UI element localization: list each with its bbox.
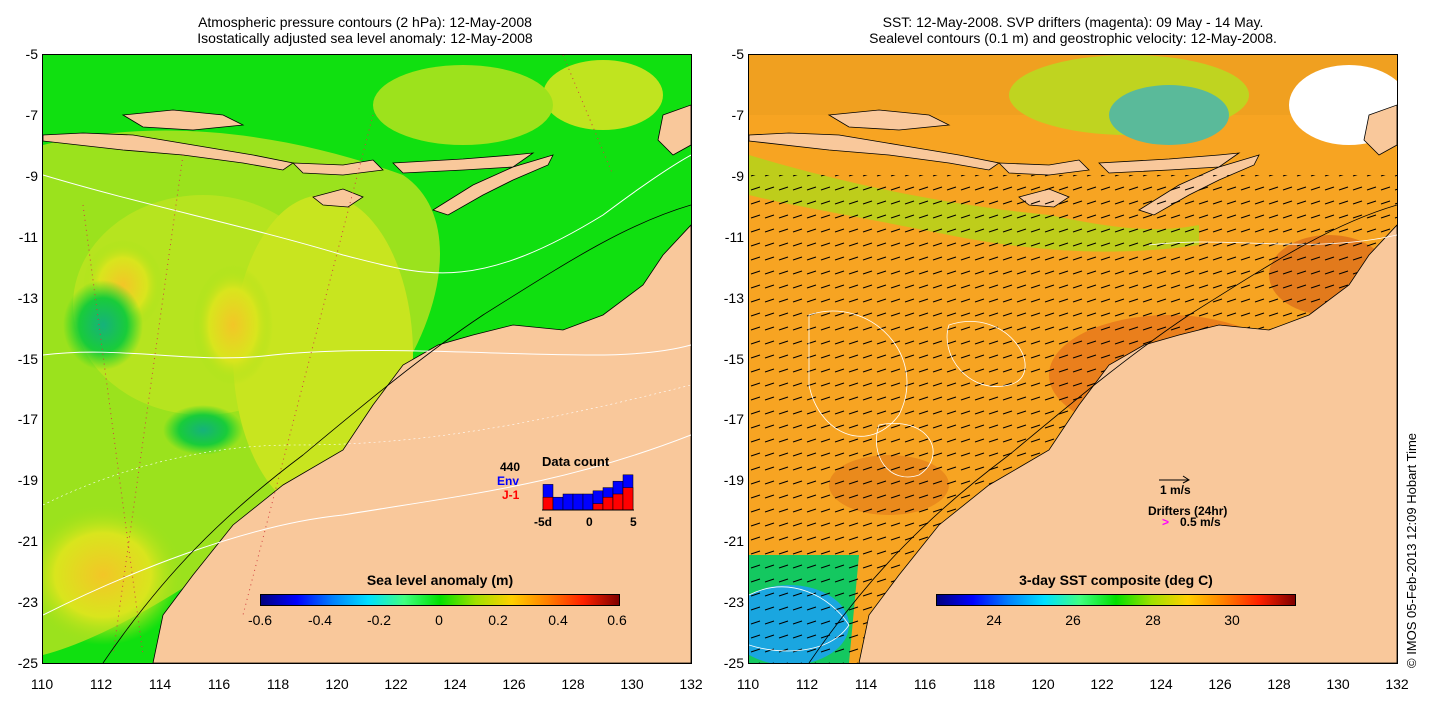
- sla-tick: 0.4: [548, 612, 568, 628]
- y-tick: -23: [723, 594, 744, 610]
- sst-tick: 26: [1065, 612, 1081, 628]
- right-title-line2: Sealevel contours (0.1 m) and geostrophi…: [869, 30, 1277, 46]
- y-tick: -5: [25, 46, 38, 62]
- x-tick: 114: [148, 676, 172, 692]
- data-count-x-mid: 0: [586, 515, 593, 529]
- env-bar: [572, 493, 584, 511]
- y-tick: -15: [17, 351, 38, 367]
- velocity-legend-label: 1 m/s: [1160, 483, 1191, 497]
- x-tick: 130: [620, 676, 644, 692]
- x-tick: 128: [561, 676, 585, 692]
- velocity-arrow-icon: [1159, 475, 1190, 484]
- sst-tick: 24: [986, 612, 1002, 628]
- drifter-arrow-icon: >: [1162, 515, 1170, 529]
- x-tick: 110: [30, 676, 54, 692]
- data-count-total: 440: [500, 460, 521, 474]
- j1-bar: [602, 496, 614, 511]
- y-tick: -25: [723, 655, 744, 671]
- sla-map-svg: [43, 55, 691, 663]
- data-count-x-left: -5d: [534, 515, 552, 529]
- sla-colorbar: [260, 594, 620, 606]
- x-tick: 130: [1326, 676, 1350, 692]
- x-tick: 118: [972, 676, 996, 692]
- y-tick: -13: [723, 290, 744, 306]
- j1-bar: [542, 496, 554, 511]
- y-tick: -17: [17, 411, 38, 427]
- sla-tick: 0.6: [607, 612, 627, 628]
- data-count-x-right: 5: [630, 515, 637, 529]
- x-tick: 128: [1267, 676, 1291, 692]
- x-tick: 114: [854, 676, 878, 692]
- x-tick: 116: [207, 676, 231, 692]
- y-tick: -23: [17, 594, 38, 610]
- right-title-line1: SST: 12-May-2008. SVP drifters (magenta)…: [882, 14, 1264, 30]
- data-count-env-label: Env: [497, 474, 520, 488]
- x-tick: 116: [913, 676, 937, 692]
- y-tick: -15: [723, 351, 744, 367]
- x-tick: 110: [736, 676, 760, 692]
- x-tick: 122: [384, 676, 408, 692]
- x-tick: 122: [1090, 676, 1114, 692]
- y-tick: -11: [724, 229, 744, 245]
- sla-tick: 0: [435, 612, 443, 628]
- x-tick: 112: [89, 676, 113, 692]
- sla-colorbar-title: Sea level anomaly (m): [366, 572, 514, 588]
- data-count-j1-label: J-1: [502, 488, 520, 502]
- y-tick: -19: [17, 472, 38, 488]
- y-tick: -9: [25, 168, 38, 184]
- data-count-title: Data count: [542, 454, 610, 469]
- x-tick: 118: [266, 676, 290, 692]
- data-count-histogram: [542, 474, 634, 511]
- left-map-sla: [42, 54, 692, 664]
- x-tick: 124: [1149, 676, 1173, 692]
- drifter-legend-value: 0.5 m/s: [1180, 515, 1221, 529]
- y-tick: -11: [18, 229, 38, 245]
- env-bar: [582, 493, 594, 511]
- y-tick: -9: [731, 168, 744, 184]
- sst-colorbar-title: 3-day SST composite (deg C): [1019, 572, 1213, 588]
- x-tick: 132: [679, 676, 703, 692]
- right-map-sst: [748, 54, 1398, 664]
- sla-tick: -0.4: [307, 612, 333, 628]
- sst-tick: 28: [1145, 612, 1161, 628]
- y-tick: -21: [723, 533, 744, 549]
- j1-bar: [592, 503, 604, 511]
- x-tick: 120: [325, 676, 349, 692]
- sst-tick: 30: [1224, 612, 1240, 628]
- x-tick: 124: [443, 676, 467, 692]
- x-tick: 126: [1208, 676, 1232, 692]
- x-tick: 120: [1031, 676, 1055, 692]
- x-tick: 112: [795, 676, 819, 692]
- imos-credit: © IMOS 05-Feb-2013 12:09 Hobart Time: [1404, 432, 1419, 668]
- y-tick: -19: [723, 472, 744, 488]
- sst-colorbar: [936, 594, 1296, 606]
- sla-tick: -0.2: [366, 612, 392, 628]
- j1-bar: [622, 487, 634, 511]
- y-tick: -7: [25, 107, 38, 123]
- sla-tick: 0.2: [488, 612, 508, 628]
- y-tick: -5: [731, 46, 744, 62]
- x-tick: 132: [1385, 676, 1409, 692]
- y-tick: -17: [723, 411, 744, 427]
- env-bar: [552, 496, 564, 511]
- y-tick: -21: [17, 533, 38, 549]
- left-title-line1: Atmospheric pressure contours (2 hPa): 1…: [198, 14, 532, 30]
- env-bar: [562, 493, 574, 511]
- y-tick: -7: [731, 107, 744, 123]
- x-tick: 126: [502, 676, 526, 692]
- left-title-line2: Isostatically adjusted sea level anomaly…: [197, 30, 533, 46]
- drifter-legend-title: Drifters (24hr): [1148, 504, 1228, 518]
- sla-tick: -0.6: [247, 612, 273, 628]
- y-tick: -13: [17, 290, 38, 306]
- y-tick: -25: [17, 655, 38, 671]
- j1-bar: [612, 493, 624, 511]
- sst-map-svg: [749, 55, 1397, 663]
